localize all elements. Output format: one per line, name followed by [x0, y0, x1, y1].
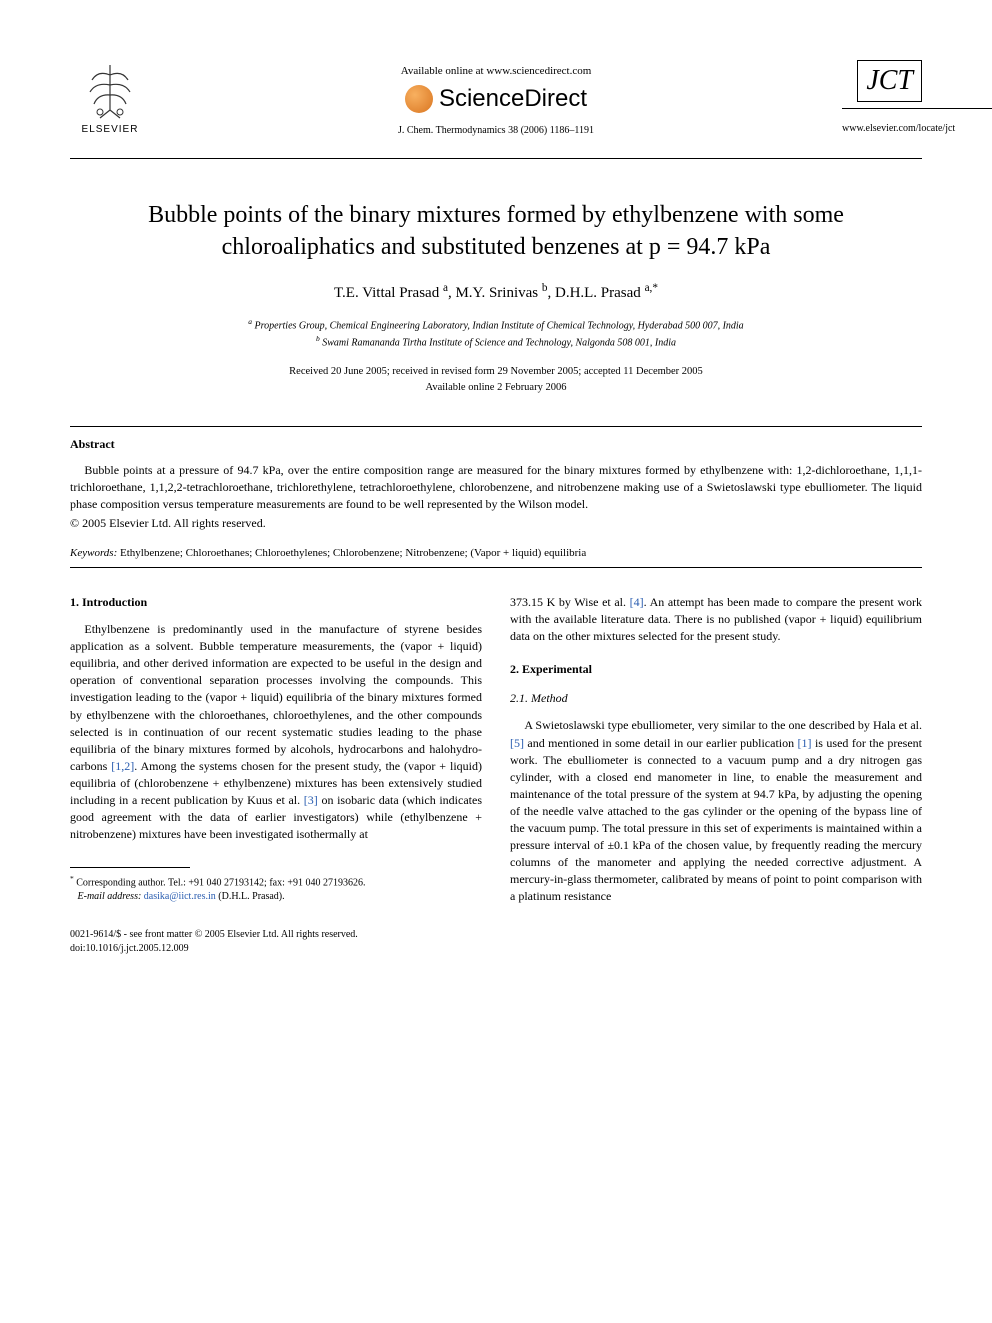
journal-reference: J. Chem. Thermodynamics 38 (2006) 1186–1… [150, 125, 842, 136]
header-rule [70, 158, 922, 159]
jct-rule [842, 108, 992, 109]
affiliations: a Properties Group, Chemical Engineering… [70, 316, 922, 351]
author-2: , M.Y. Srinivas [448, 285, 542, 301]
ref-link-3[interactable]: [3] [304, 793, 318, 807]
sciencedirect-text: ScienceDirect [439, 85, 587, 113]
method-text-c: is used for the present work. The ebulli… [510, 736, 922, 903]
jct-box: JCT [857, 60, 922, 102]
bottom-meta: 0021-9614/$ - see front matter © 2005 El… [70, 928, 482, 956]
jct-logo-block: JCT www.elsevier.com/locate/jct [842, 60, 922, 134]
method-paragraph: A Swietoslawski type ebulliometer, very … [510, 717, 922, 904]
elsevier-tree-icon [80, 60, 140, 120]
author-1: T.E. Vittal Prasad [334, 285, 443, 301]
footnote-block: * Corresponding author. Tel.: +91 040 27… [70, 874, 482, 904]
author-3-sup: a,* [645, 282, 658, 294]
abstract-body: Bubble points at a pressure of 94.7 kPa,… [70, 462, 922, 512]
header-row: ELSEVIER Available online at www.science… [70, 60, 922, 150]
email-person: (D.H.L. Prasad). [216, 891, 285, 902]
left-column: 1. Introduction Ethylbenzene is predomin… [70, 594, 482, 956]
email-label: E-mail address: [78, 891, 142, 902]
title-text: Bubble points of the binary mixtures for… [148, 202, 844, 260]
ref-link-4[interactable]: [4] [630, 595, 644, 609]
intro-text-d: 373.15 K by Wise et al. [510, 595, 630, 609]
elsevier-label: ELSEVIER [82, 124, 139, 135]
abstract-heading: Abstract [70, 437, 922, 452]
abstract-copyright: © 2005 Elsevier Ltd. All rights reserved… [70, 516, 922, 531]
keywords-text: Ethylbenzene; Chloroethanes; Chloroethyl… [117, 547, 586, 559]
front-matter-line: 0021-9614/$ - see front matter © 2005 El… [70, 929, 358, 940]
online-date: Available online 2 February 2006 [426, 382, 567, 393]
available-online-text: Available online at www.sciencedirect.co… [150, 65, 842, 77]
intro-text-a: Ethylbenzene is predominantly used in th… [70, 622, 482, 772]
abstract-top-rule [70, 426, 922, 427]
authors-line: T.E. Vittal Prasad a, M.Y. Srinivas b, D… [70, 282, 922, 302]
elsevier-logo: ELSEVIER [70, 60, 150, 150]
right-column: 373.15 K by Wise et al. [4]. An attempt … [510, 594, 922, 956]
section-1-heading: 1. Introduction [70, 594, 482, 611]
author-3: , D.H.L. Prasad [547, 285, 644, 301]
doi-line: doi:10.1016/j.jct.2005.12.009 [70, 943, 189, 954]
section-2-1-heading: 2.1. Method [510, 690, 922, 707]
dates-block: Received 20 June 2005; received in revis… [70, 364, 922, 396]
received-date: Received 20 June 2005; received in revis… [289, 366, 703, 377]
method-text-b: and mentioned in some detail in our earl… [524, 736, 798, 750]
sciencedirect-ball-icon [405, 85, 433, 113]
keywords-line: Keywords: Ethylbenzene; Chloroethanes; C… [70, 547, 922, 559]
body-columns: 1. Introduction Ethylbenzene is predomin… [70, 594, 922, 956]
jct-url: www.elsevier.com/locate/jct [842, 123, 922, 134]
email-link[interactable]: dasika@iict.res.in [144, 891, 216, 902]
corresponding-author: Corresponding author. Tel.: +91 040 2719… [76, 877, 365, 888]
header-center: Available online at www.sciencedirect.co… [150, 60, 842, 136]
keywords-label: Keywords: [70, 547, 117, 559]
ref-link-1[interactable]: [1] [798, 736, 812, 750]
affiliation-b: Swami Ramananda Tirtha Institute of Scie… [322, 337, 676, 348]
ref-link-12[interactable]: [1,2] [111, 759, 134, 773]
section-2-heading: 2. Experimental [510, 661, 922, 678]
sciencedirect-logo: ScienceDirect [150, 85, 842, 113]
intro-paragraph: Ethylbenzene is predominantly used in th… [70, 621, 482, 842]
intro-continuation: 373.15 K by Wise et al. [4]. An attempt … [510, 594, 922, 645]
footnote-rule [70, 867, 190, 868]
ref-link-5[interactable]: [5] [510, 736, 524, 750]
keywords-bottom-rule [70, 567, 922, 568]
article-title: Bubble points of the binary mixtures for… [70, 199, 922, 264]
affiliation-a: Properties Group, Chemical Engineering L… [255, 320, 744, 331]
method-text-a: A Swietoslawski type ebulliometer, very … [524, 718, 922, 732]
